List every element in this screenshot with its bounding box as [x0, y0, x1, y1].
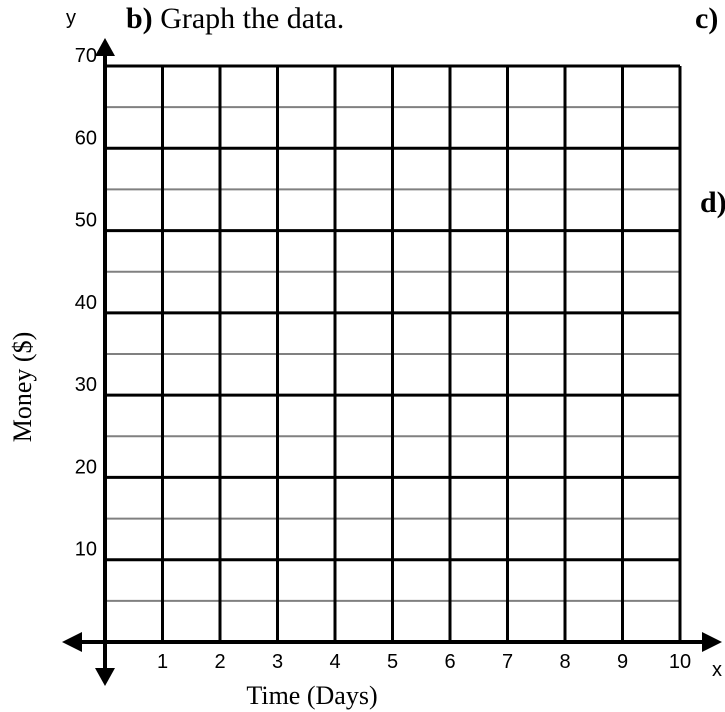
- y-tick-label: 60: [75, 127, 97, 149]
- x-tick-label: 2: [214, 651, 225, 673]
- y-axis-title: Money ($): [8, 332, 37, 442]
- y-tick-label: 10: [75, 539, 97, 561]
- x-axis-right-arrow: [702, 632, 722, 652]
- y-axis-up-arrow: [95, 38, 115, 56]
- x-tick-label: 1: [157, 651, 168, 673]
- y-tick-label: 70: [75, 45, 97, 67]
- question-b: b) Graph the data.: [126, 2, 344, 36]
- x-tick-label: 10: [669, 651, 691, 673]
- y-axis-down-arrow: [95, 668, 115, 686]
- x-tick-label: 9: [617, 651, 628, 673]
- x-tick-label: 4: [329, 651, 340, 673]
- x-tick-label: 7: [502, 651, 513, 673]
- x-axis-letter: x: [712, 659, 722, 681]
- x-tick-label: 6: [444, 651, 455, 673]
- question-d-letter: d): [700, 186, 725, 219]
- x-axis-title: Time (Days): [246, 681, 377, 710]
- x-tick-label: 8: [559, 651, 570, 673]
- axes: [62, 38, 722, 686]
- y-tick-label: 50: [75, 210, 97, 232]
- question-b-text: Graph the data.: [160, 2, 345, 35]
- question-c-letter: c): [695, 2, 719, 35]
- y-tick-label: 40: [75, 292, 97, 314]
- x-axis-left-arrow: [62, 632, 82, 652]
- y-tick-label: 20: [75, 456, 97, 478]
- tick-labels: 1 2 3 4 5 6 7 8 9 10 10 20 30 40 50 60 70: [75, 45, 691, 673]
- y-tick-label: 30: [75, 374, 97, 396]
- question-b-letter: b): [126, 2, 153, 35]
- x-tick-label: 3: [272, 651, 283, 673]
- x-tick-label: 5: [387, 651, 398, 673]
- y-axis-letter: y: [66, 7, 76, 29]
- major-gridlines: [105, 64, 682, 642]
